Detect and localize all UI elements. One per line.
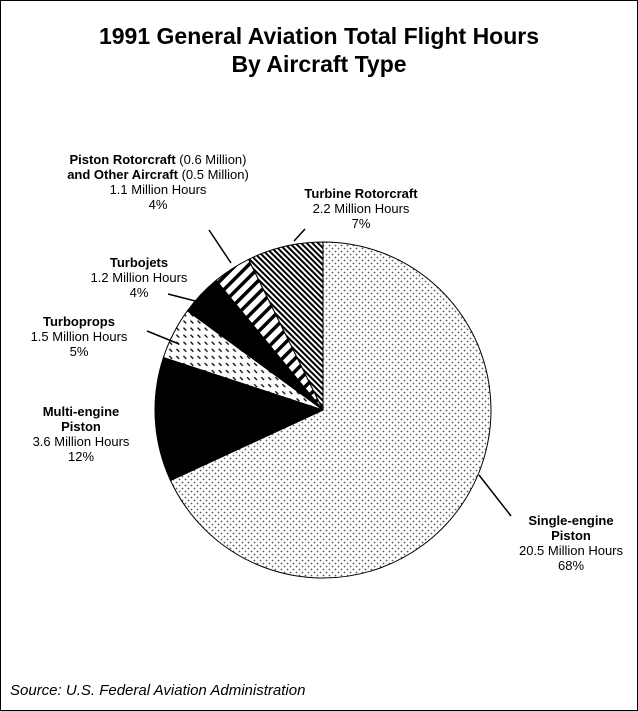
value-label: 1.1 Million Hours	[109, 182, 207, 197]
label-line: Turboprops	[9, 314, 149, 329]
category-name: Turboprops	[43, 314, 115, 329]
leader-line	[208, 229, 232, 264]
source-note: Source: U.S. Federal Aviation Administra…	[10, 682, 306, 699]
annotation: (0.6 Million)	[179, 152, 247, 167]
annotation: and Other Aircraft	[67, 167, 178, 182]
slice-label: Multi-engine Piston 3.6 Million Hours 12%	[11, 404, 151, 464]
value-label: 2.2 Million Hours	[312, 201, 410, 216]
chart-title: 1991 General Aviation Total Flight Hours	[98, 23, 540, 49]
chart-subtitle: By Aircraft Type	[231, 51, 407, 77]
slice-label: Turboprops 1.5 Million Hours 5%	[9, 314, 149, 359]
category-name: Multi-engine Piston	[42, 404, 120, 434]
percent-label: 68%	[557, 558, 585, 573]
label-line: Single-engine Piston	[521, 513, 621, 543]
percent-label: 7%	[351, 216, 371, 231]
value-label: 1.2 Million Hours	[90, 270, 188, 285]
value-label: 3.6 Million Hours	[32, 434, 130, 449]
percent-label: 4%	[148, 197, 168, 212]
label-line: Turbojets	[69, 255, 209, 270]
leader-line	[478, 474, 512, 517]
percent-label: 4%	[129, 285, 149, 300]
value-label: 20.5 Million Hours	[518, 543, 624, 558]
label-line: Turbine Rotorcraft	[291, 186, 431, 201]
percent-label: 12%	[67, 449, 95, 464]
slice-label: Turbojets 1.2 Million Hours 4%	[69, 255, 209, 300]
category-name: Turbojets	[109, 255, 169, 270]
leader-line	[167, 293, 204, 304]
pie-slice	[247, 241, 324, 411]
label-line: Piston Rotorcraft (0.6 Million)	[63, 152, 253, 167]
pie-slice	[169, 241, 492, 579]
annotation: (0.5 Million)	[181, 167, 249, 182]
category-name: Single-engine Piston	[528, 513, 614, 543]
label-line: Multi-engine Piston	[31, 404, 131, 434]
slice-label: Piston Rotorcraft (0.6 Million) and Other…	[63, 152, 253, 212]
label-line: and Other Aircraft (0.5 Million)	[63, 167, 253, 182]
leader-line	[146, 330, 180, 345]
leader-line	[293, 228, 306, 242]
pie-slice	[154, 356, 325, 482]
slice-label: Turbine Rotorcraft 2.2 Million Hours 7%	[291, 186, 431, 231]
category-name: Turbine Rotorcraft	[304, 186, 418, 201]
slice-label: Single-engine Piston 20.5 Million Hours 68…	[501, 513, 637, 573]
category-name: Piston Rotorcraft	[69, 152, 176, 167]
value-label: 1.5 Million Hours	[30, 329, 128, 344]
percent-label: 5%	[69, 344, 89, 359]
